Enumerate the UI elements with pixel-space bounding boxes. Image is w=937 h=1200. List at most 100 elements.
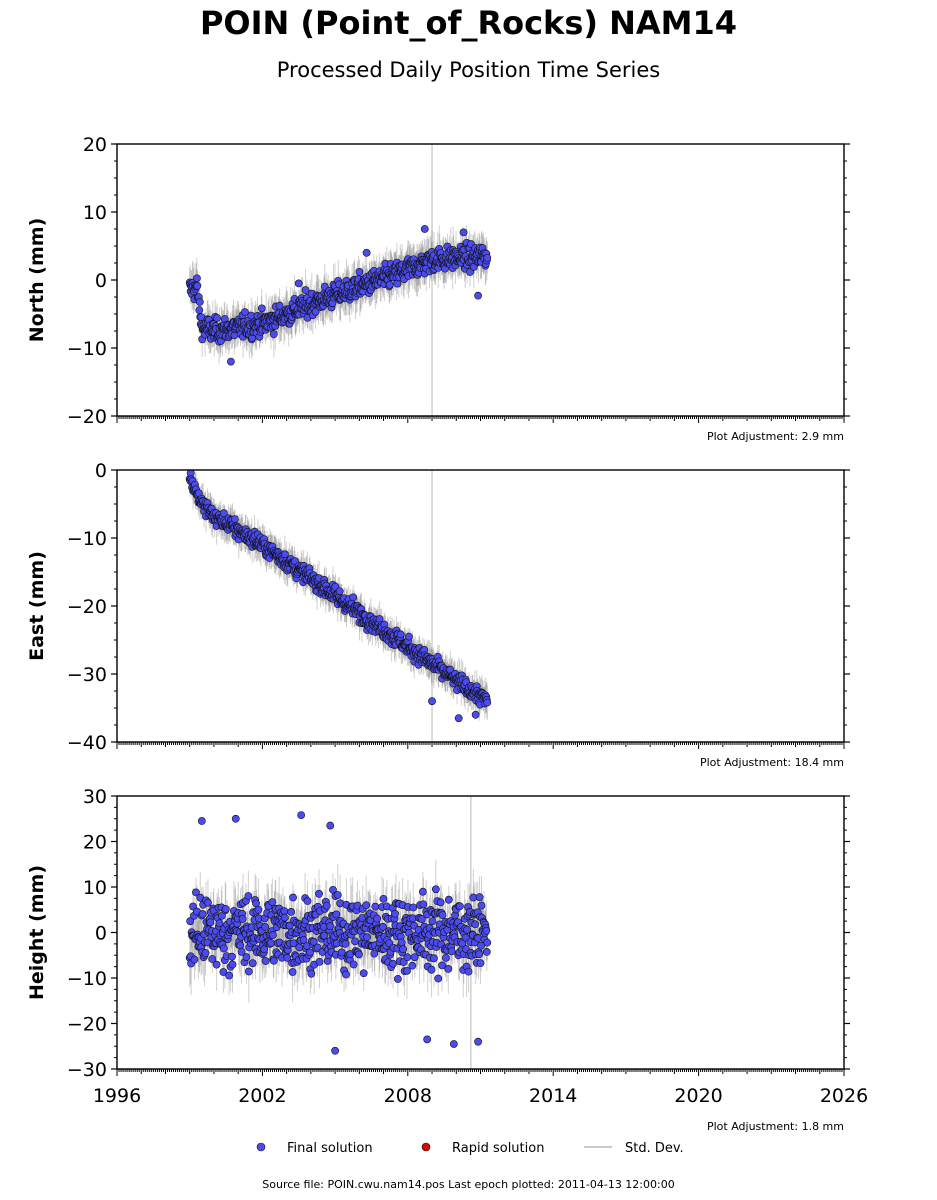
east-plot-adjustment: Plot Adjustment: 18.4 mm — [700, 756, 844, 769]
data-point — [198, 910, 207, 918]
data-point — [195, 297, 204, 306]
data-point — [359, 969, 368, 978]
data-point — [226, 357, 235, 366]
data-point — [471, 710, 480, 719]
legend-stddev-label: Std. Dev. — [625, 1141, 684, 1156]
y-tick-label: −20 — [67, 406, 107, 428]
data-point — [362, 901, 371, 910]
data-point — [230, 515, 239, 523]
data-point — [280, 913, 289, 922]
data-point — [423, 1035, 432, 1044]
data-point — [408, 961, 417, 970]
data-point — [482, 926, 491, 935]
data-point — [299, 936, 308, 944]
data-point — [261, 923, 270, 931]
data-point — [475, 893, 484, 902]
data-point — [351, 937, 359, 946]
y-tick-label: −10 — [67, 528, 107, 550]
data-point — [373, 914, 382, 923]
data-point — [186, 917, 195, 926]
data-point — [393, 279, 402, 288]
data-point — [219, 509, 228, 518]
data-point — [275, 301, 284, 310]
chart-title: POIN (Point_of_Rocks) NAM14 — [199, 4, 738, 42]
north-plot-adjustment: Plot Adjustment: 2.9 mm — [707, 430, 844, 443]
data-point — [301, 286, 310, 295]
height-axis-label: Height (mm) — [26, 865, 48, 1000]
chart-subtitle: Processed Daily Position Time Series — [276, 58, 661, 82]
data-point — [268, 898, 277, 906]
data-point — [483, 938, 492, 947]
data-point — [355, 268, 364, 276]
y-tick-label: −30 — [67, 1059, 107, 1081]
data-point — [434, 974, 443, 983]
legend-final-label: Final solution — [287, 1141, 373, 1156]
data-point — [331, 1046, 339, 1055]
x-tick-label: 1996 — [93, 1085, 141, 1107]
data-point — [237, 947, 246, 956]
y-tick-label: 0 — [95, 270, 107, 292]
data-point — [326, 922, 334, 931]
y-tick-label: 0 — [95, 460, 107, 482]
data-point — [208, 955, 217, 963]
data-point — [430, 954, 438, 963]
x-tick-label: 2008 — [384, 1085, 432, 1107]
data-point — [206, 918, 215, 927]
data-point — [483, 698, 492, 707]
data-point — [385, 280, 394, 289]
data-point — [454, 714, 463, 723]
data-point — [403, 953, 412, 962]
data-point — [244, 892, 253, 900]
y-tick-label: 10 — [83, 202, 107, 224]
data-point — [288, 968, 297, 976]
data-point — [260, 945, 269, 954]
data-point — [215, 919, 224, 928]
source-footer: Source file: POIN.cwu.nam14.pos Last epo… — [262, 1178, 674, 1191]
legend-rapid-marker — [421, 1142, 431, 1152]
data-point — [283, 953, 292, 962]
data-point — [476, 959, 485, 968]
data-point — [309, 937, 318, 946]
data-point — [192, 888, 200, 897]
data-point — [322, 901, 331, 910]
data-point — [335, 587, 344, 596]
data-point — [363, 933, 371, 942]
data-point — [355, 950, 363, 959]
data-point — [242, 953, 251, 962]
y-tick-label: −30 — [67, 664, 107, 686]
data-point — [303, 897, 312, 905]
data-point — [236, 941, 245, 950]
x-tick-label: 2020 — [674, 1085, 722, 1107]
data-point — [418, 915, 426, 924]
legend-final-marker — [256, 1142, 266, 1152]
y-tick-label: 0 — [95, 923, 107, 945]
data-point — [320, 931, 329, 940]
legend: Final solution Rapid solution Std. Dev. — [256, 1141, 684, 1156]
data-point — [267, 938, 275, 947]
y-tick-label: −10 — [67, 968, 107, 990]
data-point — [438, 961, 446, 970]
panel-height: −30 −20 −10 0 10 20 30 1996 2002 2008 2014 2020 2026… — [26, 786, 868, 1133]
data-point — [315, 957, 324, 966]
data-point — [362, 248, 371, 257]
y-tick-label: 20 — [83, 134, 107, 156]
y-tick-label: −20 — [67, 596, 107, 618]
data-point — [238, 915, 247, 923]
data-point — [241, 308, 249, 317]
data-point — [307, 969, 316, 978]
data-point — [289, 939, 298, 948]
data-point — [204, 898, 212, 907]
data-point — [389, 959, 397, 968]
y-tick-label: −10 — [67, 338, 107, 360]
data-point — [261, 957, 270, 965]
data-point — [225, 971, 234, 980]
data-point — [213, 314, 222, 322]
data-point — [197, 817, 206, 825]
data-point — [477, 941, 485, 950]
data-point — [447, 947, 456, 956]
data-point — [428, 917, 437, 926]
data-point — [342, 970, 350, 979]
data-point — [483, 253, 492, 262]
east-data-layer — [185, 470, 492, 742]
